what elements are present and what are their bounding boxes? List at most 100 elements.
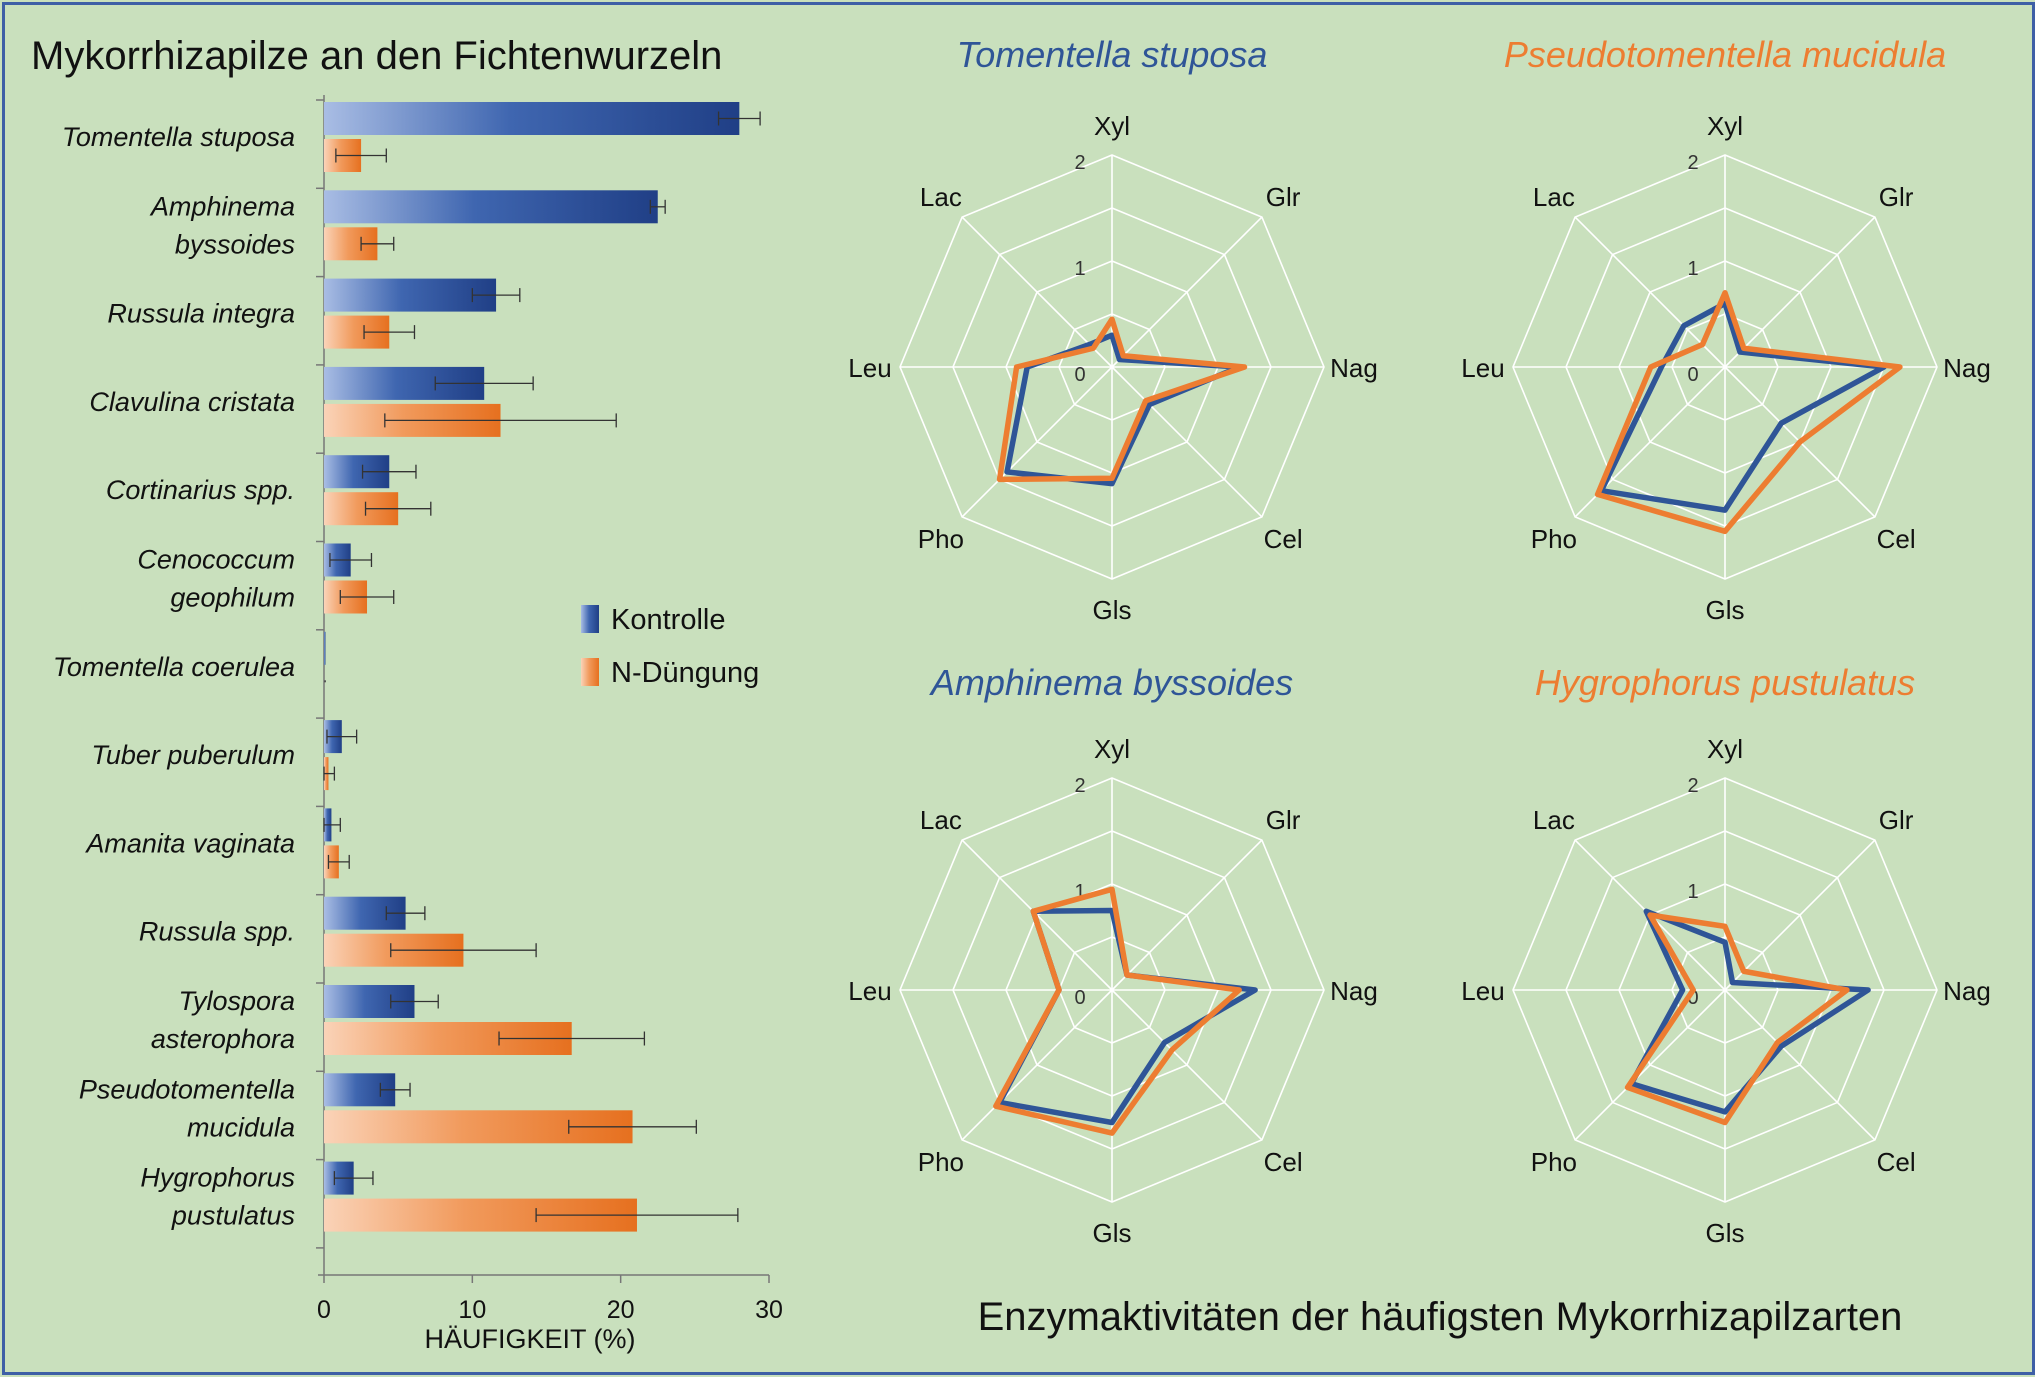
radar-axis-label: Xyl: [1707, 734, 1743, 764]
radar-tick-label: 1: [1074, 881, 1085, 903]
radar-axis-label: Xyl: [1707, 111, 1743, 141]
figure-canvas: Mykorrhizapilze an den Fichtenwurzeln 0 1…: [31, 34, 1991, 1354]
radar-chart-tomentella-stuposa: Tomentella stuposa 0 1 2 Xyl Glr Nag Cel Gls Pho L…: [848, 34, 1378, 625]
radar-chart-pseudotomentella-mucidula: Pseudotomentella mucidula 0 1 2 Xyl Glr Nag Cel…: [1461, 34, 1991, 625]
radar-tick-label: 1: [1074, 258, 1085, 280]
bar-category-label: Russula spp.: [139, 917, 295, 947]
bar-kontrolle: [324, 190, 658, 224]
radar-axis-label: Gls: [1706, 595, 1745, 625]
radar-grid-spoke: [1724, 989, 1876, 1141]
radar-axis-label: Xyl: [1094, 111, 1130, 141]
radar-axis-label: Cel: [1877, 1147, 1916, 1177]
radar-chart-amphinema-byssoides: Amphinema byssoides 0 1 2 Xyl Glr Nag Cel Gls Pho…: [848, 662, 1378, 1248]
bar-kontrolle: [324, 278, 497, 312]
radar-axis-label: Xyl: [1094, 734, 1130, 764]
radar-tick-label: 0: [1074, 987, 1085, 1009]
radar-tick-label: 2: [1687, 152, 1698, 174]
radar-axis-label: Pho: [1531, 524, 1577, 554]
radar-series-kontrolle: [996, 907, 1258, 1126]
radar-axis-label: Glr: [1879, 805, 1914, 835]
bar-x-axis-label: HÄUFIGKEIT (%): [424, 1324, 635, 1354]
radar-axis-label: Lac: [1533, 805, 1575, 835]
radar-axis-label: Gls: [1093, 1218, 1132, 1248]
bar-category-label-line: Hygrophorus: [140, 1163, 295, 1193]
radar-grid-spoke: [961, 989, 1113, 1141]
bar-category-label: Pseudotomentella mucidula: [79, 1074, 295, 1142]
radar-axis-label: Gls: [1706, 1218, 1745, 1248]
radar-axis-label: Leu: [1461, 976, 1504, 1006]
legend-label-ndung: N-Düngung: [611, 657, 759, 689]
radar-axis-label: Nag: [1330, 976, 1378, 1006]
radar-tick-label: 1: [1687, 881, 1698, 903]
bar-legend: Kontrolle N-Düngung: [581, 604, 759, 689]
legend-swatch-kontrolle: [581, 605, 599, 633]
bar-category-label: Tomentella stuposa: [62, 122, 295, 152]
radar-axis-label: Lac: [1533, 182, 1575, 212]
radar-grid-spoke: [1111, 366, 1263, 518]
radar-series-n-d-ngung: [1594, 290, 1903, 535]
bar-category-label: Amanita vaginata: [84, 828, 295, 858]
bar-x-tick-label: 20: [607, 1296, 635, 1324]
radar-axis-label: Lac: [920, 805, 962, 835]
bar-category-label-line: Pseudotomentella: [79, 1074, 295, 1104]
bar-category-label: Hygrophorus pustulatus: [140, 1163, 295, 1231]
radar-tick-label: 1: [1687, 258, 1698, 280]
radar-tick-label: 2: [1687, 775, 1698, 797]
bar-category-label: Tylospora asterophora: [151, 986, 295, 1054]
bar-category-label-line: geophilum: [170, 583, 295, 613]
radar-tick-label: 0: [1687, 987, 1698, 1009]
radar-series-n-d-ngung: [996, 316, 1248, 483]
bar-kontrolle: [324, 631, 326, 665]
radar-axis-label: Pho: [918, 1147, 964, 1177]
radar-tick-label: 2: [1074, 152, 1085, 174]
radar-axis-label: Gls: [1093, 595, 1132, 625]
bar-category-label-line: Cenococcum: [137, 545, 295, 575]
radar-axis-label: Glr: [1266, 805, 1301, 835]
radar-grid-spoke: [1574, 989, 1726, 1141]
bar-x-tick-label: 30: [755, 1296, 783, 1324]
legend-label-kontrolle: Kontrolle: [611, 604, 725, 636]
bar-category-label-line: Amphinema: [149, 191, 295, 221]
radar-axis-label: Nag: [1943, 353, 1991, 383]
bar-category-label-line: pustulatus: [171, 1201, 295, 1231]
bar-category-label: Amphinema byssoides: [149, 191, 295, 259]
bar-chart-title: Mykorrhizapilze an den Fichtenwurzeln: [31, 34, 722, 78]
radar-title: Tomentella stuposa: [957, 34, 1268, 75]
bar-x-tick-label: 0: [317, 1296, 331, 1324]
radar-series-kontrolle: [1628, 908, 1871, 1115]
radar-grid-spoke: [961, 216, 1113, 368]
radar-grid-spoke: [1724, 839, 1876, 991]
radar-grid-spoke: [1111, 216, 1263, 368]
radar-series-n-d-ngung: [1624, 912, 1850, 1126]
legend-swatch-ndung: [581, 658, 599, 686]
radar-title: Amphinema byssoides: [929, 662, 1293, 703]
bar-kontrolle: [324, 102, 740, 135]
bar-category-label: Cortinarius spp.: [106, 475, 295, 505]
radar-axis-label: Leu: [848, 976, 891, 1006]
bar-chart: 0 10 20 30 Tomentella stuposa Amphinema byssoi…: [53, 95, 783, 1324]
bar-category-label: Russula integra: [107, 299, 295, 329]
radar-tick-label: 0: [1074, 364, 1085, 386]
radar-tick-label: 2: [1074, 775, 1085, 797]
radar-axis-label: Cel: [1877, 524, 1916, 554]
radar-axis-label: Lac: [920, 182, 962, 212]
radar-axis-label: Leu: [1461, 353, 1504, 383]
radar-axis-label: Pho: [1531, 1147, 1577, 1177]
bar-category-label: Clavulina cristata: [89, 387, 295, 417]
bar-category-label: Tomentella coerulea: [53, 652, 295, 682]
radar-axis-label: Nag: [1330, 353, 1378, 383]
radar-section-title: Enzymaktivitäten der häufigsten Mykorrhi…: [978, 1295, 1903, 1339]
radar-axis-label: Cel: [1264, 524, 1303, 554]
bar-category-label: Cenococcum geophilum: [137, 545, 295, 613]
radar-axis-label: Glr: [1879, 182, 1914, 212]
bar-x-tick-label: 10: [458, 1296, 486, 1324]
bar-category-label-line: asterophora: [151, 1024, 295, 1054]
radar-axis-label: Cel: [1264, 1147, 1303, 1177]
radar-series-kontrolle: [1598, 300, 1887, 513]
radar-grid-spoke: [1724, 216, 1876, 368]
radar-tick-label: 0: [1687, 364, 1698, 386]
radar-charts: Tomentella stuposa 0 1 2 Xyl Glr Nag Cel Gls Pho L…: [848, 34, 1991, 1248]
radar-axis-label: Leu: [848, 353, 891, 383]
bar-category-label-line: mucidula: [187, 1112, 295, 1142]
